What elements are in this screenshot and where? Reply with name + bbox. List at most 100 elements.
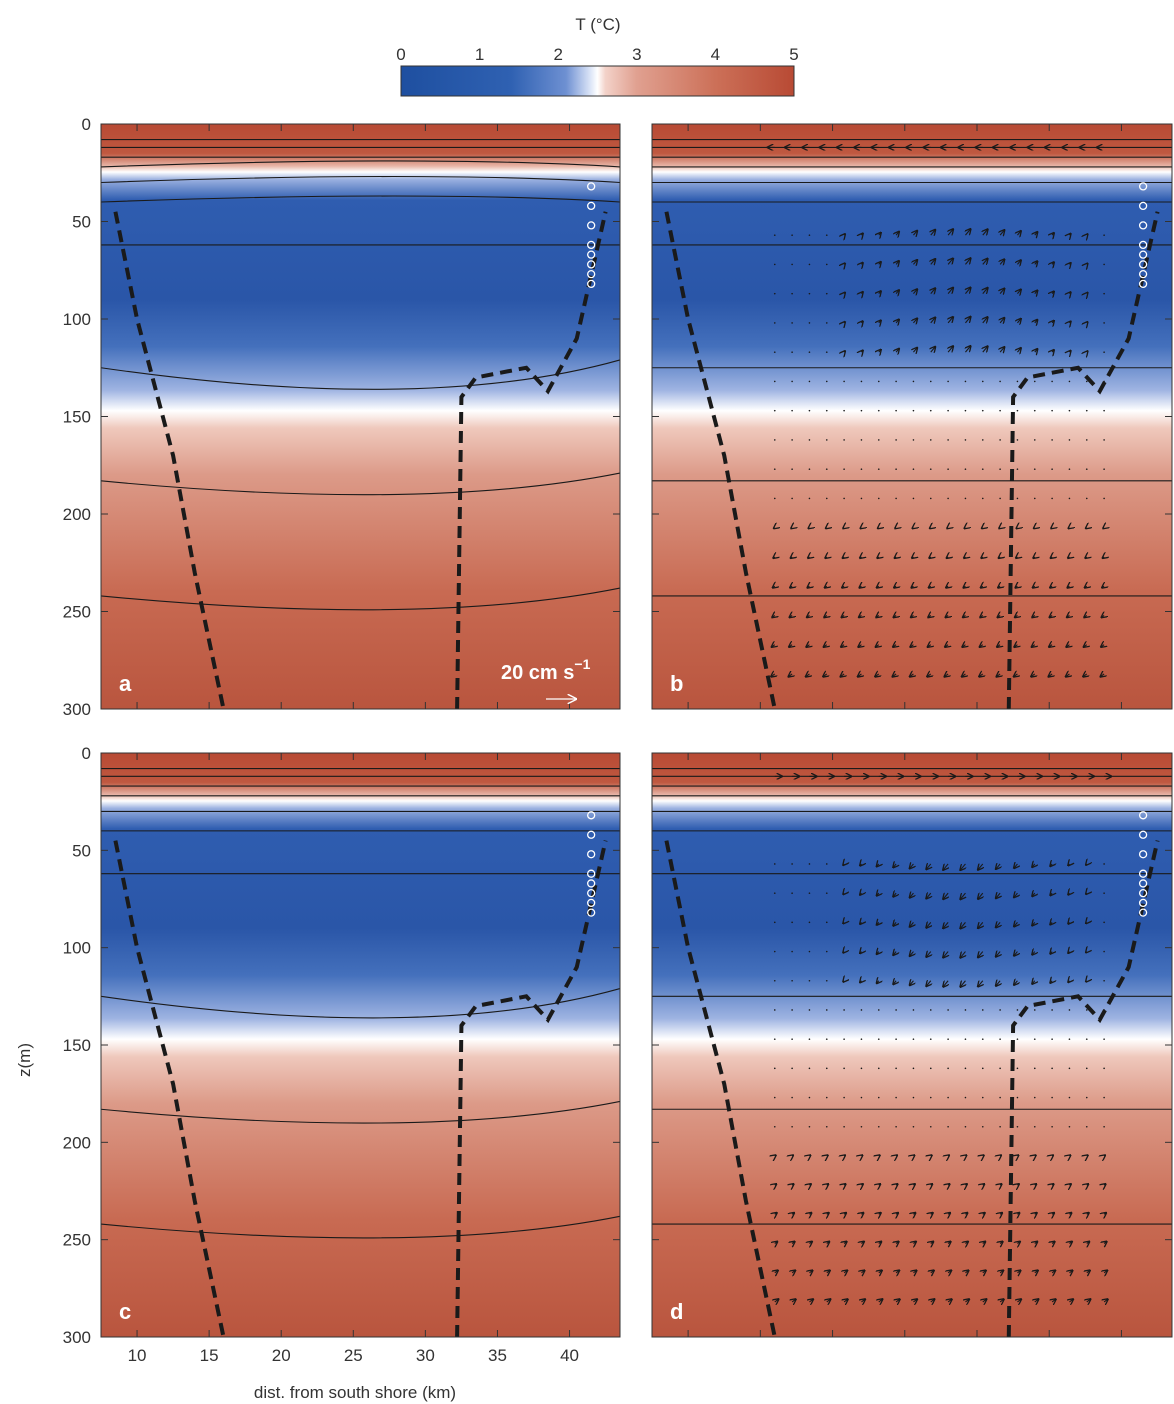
colorbar-tick-label: 4 [711,45,720,64]
velocity-vector [844,1213,846,1214]
velocity-dot [877,1096,880,1099]
velocity-dot [773,468,776,470]
velocity-dot [947,1067,949,1070]
velocity-vector [896,261,899,264]
velocity-vector [1087,1155,1088,1156]
velocity-vector [1085,586,1087,587]
velocity-vector [983,259,988,265]
observation-point [1138,908,1148,917]
velocity-dot [843,409,845,412]
velocity-vector [879,1299,883,1302]
velocity-vector [1068,557,1069,558]
velocity-dot [1103,892,1105,894]
velocity-dot [791,322,793,324]
velocity-vector [983,229,988,235]
y-tick-label: 250 [63,603,91,622]
velocity-dot [791,979,793,982]
velocity-vector [1032,615,1034,617]
velocity-dot [825,1009,828,1011]
velocity-vector [1068,981,1069,982]
velocity-vector [861,292,862,294]
velocity-vector [860,922,861,924]
velocity-dot [999,1096,1001,1099]
velocity-dot [981,1125,984,1128]
velocity-dot [860,497,863,500]
velocity-vector [948,229,953,235]
colorbar-tick-label: 2 [553,45,562,64]
velocity-vector [931,288,935,293]
velocity-vector [1083,674,1087,677]
velocity-dot [825,1125,828,1128]
velocity-dot [808,380,811,383]
velocity-dot [808,892,811,894]
velocity-dot [1051,409,1053,412]
velocity-vector [809,528,810,529]
velocity-vector [1017,348,1020,352]
velocity-dot [825,979,828,982]
velocity-vector [896,320,899,323]
velocity-vector [943,981,948,987]
observation-point [1138,279,1148,289]
velocity-vector [913,319,917,323]
velocity-vector [824,615,826,617]
x-tick-label: 20 [272,1346,291,1365]
velocity-vector [962,674,966,677]
velocity-vector [1101,645,1104,647]
velocity-dot [825,263,828,266]
velocity-dot [895,1038,897,1040]
velocity-dot [981,1009,984,1011]
velocity-vector [913,1271,916,1273]
velocity-vector [879,350,881,352]
velocity-vector [1017,1213,1019,1214]
velocity-dot [825,892,828,894]
velocity-vector [1033,586,1035,587]
velocity-dot [1103,950,1105,953]
panel-d: d [651,752,1173,1338]
velocity-vector [980,615,982,617]
velocity-vector [965,1184,966,1185]
velocity-dot [912,497,915,500]
velocity-vector [965,258,970,265]
velocity-vector [844,1271,847,1273]
velocity-vector [1052,1271,1055,1273]
velocity-vector [826,528,827,529]
velocity-vector [809,1299,813,1302]
observation-point [587,221,596,230]
velocity-vector [945,674,949,677]
velocity-dot [929,468,932,470]
velocity-dot [773,1038,776,1040]
velocity-vector [1050,952,1052,954]
velocity-dot [860,380,863,383]
velocity-vector [1086,864,1087,865]
velocity-vector [948,1155,949,1156]
velocity-dot [1085,439,1088,441]
velocity-dot [808,439,811,441]
velocity-dot [981,468,984,470]
velocity-vector [843,922,844,923]
velocity-vector [1086,528,1087,529]
velocity-dot [929,1125,932,1128]
velocity-dot [808,1067,811,1070]
velocity-dot [773,863,776,865]
observation-point [1138,879,1148,888]
velocity-vector [843,528,844,529]
velocity-vector [1103,528,1104,529]
velocity-dot [791,1038,793,1040]
velocity-vector [962,645,965,647]
velocity-dot [791,468,793,470]
velocity-vector [893,674,897,677]
y-tick-label: 300 [63,700,91,719]
velocity-dot [947,497,949,500]
velocity-vector [772,645,775,647]
observation-point [587,201,596,211]
velocity-vector [841,674,845,677]
velocity-vector [1069,322,1070,323]
velocity-dot [808,1009,811,1011]
velocity-vector [1034,528,1035,529]
velocity-vector [791,528,792,529]
velocity-dot [1103,234,1105,236]
velocity-vector [1050,615,1052,617]
velocity-dot [808,921,811,924]
velocity-vector [1035,291,1037,294]
velocity-vector [1069,351,1070,352]
